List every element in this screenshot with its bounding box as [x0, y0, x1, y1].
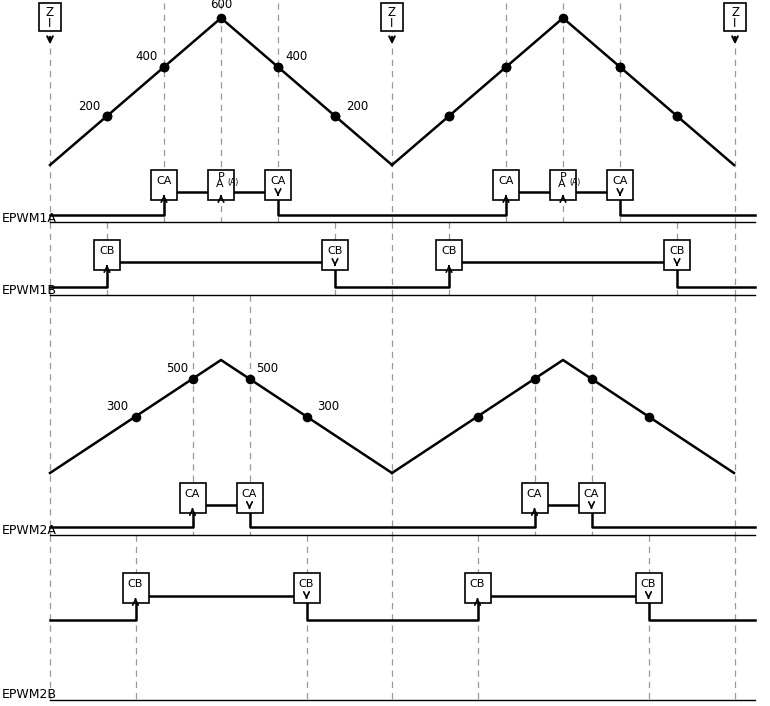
Point	[329, 110, 341, 121]
Point	[272, 61, 284, 73]
Text: 200: 200	[346, 100, 368, 112]
Text: CA: CA	[270, 176, 286, 186]
Point	[614, 61, 626, 73]
Point	[557, 12, 569, 23]
Text: CA: CA	[584, 489, 599, 499]
Point	[614, 61, 626, 73]
Point	[101, 110, 113, 121]
Bar	[94, 240, 120, 270]
Text: CA: CA	[185, 489, 200, 499]
Point	[443, 110, 455, 121]
Bar	[464, 573, 490, 603]
Text: A: A	[216, 179, 224, 189]
Bar	[578, 483, 604, 513]
Text: P: P	[560, 172, 567, 182]
Text: A: A	[558, 179, 566, 189]
Point	[215, 12, 227, 23]
Bar	[151, 170, 177, 200]
Point	[272, 61, 284, 73]
Text: EPWM2B: EPWM2B	[2, 688, 57, 700]
Bar	[381, 3, 403, 31]
Text: CB: CB	[128, 579, 143, 589]
Bar	[236, 483, 263, 513]
Bar	[436, 240, 462, 270]
Point	[642, 411, 654, 422]
Text: I: I	[733, 17, 737, 30]
Bar	[635, 573, 661, 603]
Point	[158, 61, 170, 73]
Text: 200: 200	[78, 100, 100, 112]
Bar	[322, 240, 348, 270]
Text: CB: CB	[669, 246, 685, 256]
Point	[300, 411, 313, 422]
Text: (A): (A)	[227, 177, 238, 186]
Bar	[293, 573, 320, 603]
Text: CB: CB	[299, 579, 314, 589]
Text: Z: Z	[731, 6, 739, 19]
Text: CB: CB	[641, 579, 656, 589]
Text: CB: CB	[99, 246, 115, 256]
Point	[101, 110, 113, 121]
Text: 400: 400	[135, 51, 157, 64]
Bar	[265, 170, 291, 200]
Point	[500, 61, 512, 73]
Text: EPWM2A: EPWM2A	[2, 524, 57, 537]
Text: 300: 300	[106, 400, 129, 413]
Bar	[607, 170, 633, 200]
Text: Z: Z	[46, 6, 54, 19]
Text: 400: 400	[285, 51, 307, 64]
Text: 300: 300	[317, 400, 340, 413]
Text: EPWM1B: EPWM1B	[2, 284, 57, 297]
Text: 500: 500	[166, 362, 189, 376]
Point	[528, 373, 541, 385]
Bar	[39, 3, 61, 31]
Text: CB: CB	[441, 246, 457, 256]
Point	[158, 61, 170, 73]
Text: 500: 500	[256, 362, 279, 376]
Point	[671, 110, 683, 121]
Point	[329, 110, 341, 121]
Bar	[550, 170, 576, 200]
Bar	[724, 3, 746, 31]
Text: CA: CA	[242, 489, 257, 499]
Point	[243, 373, 256, 385]
Text: I: I	[390, 17, 393, 30]
Text: CA: CA	[498, 176, 514, 186]
Bar	[208, 170, 234, 200]
Text: (A): (A)	[569, 177, 581, 186]
Point	[671, 110, 683, 121]
Point	[129, 411, 142, 422]
Text: I: I	[49, 17, 52, 30]
Text: CB: CB	[470, 579, 485, 589]
Point	[471, 411, 484, 422]
Bar	[122, 573, 149, 603]
Text: CA: CA	[612, 176, 628, 186]
Bar	[179, 483, 206, 513]
Text: CB: CB	[327, 246, 343, 256]
Bar	[493, 170, 519, 200]
Text: EPWM1A: EPWM1A	[2, 212, 57, 225]
Point	[585, 373, 598, 385]
Text: CA: CA	[156, 176, 172, 186]
Point	[500, 61, 512, 73]
Text: 600: 600	[210, 0, 232, 11]
Bar	[521, 483, 547, 513]
Text: Z: Z	[388, 6, 396, 19]
Point	[186, 373, 199, 385]
Bar	[664, 240, 690, 270]
Point	[443, 110, 455, 121]
Text: P: P	[218, 172, 224, 182]
Text: CA: CA	[527, 489, 542, 499]
